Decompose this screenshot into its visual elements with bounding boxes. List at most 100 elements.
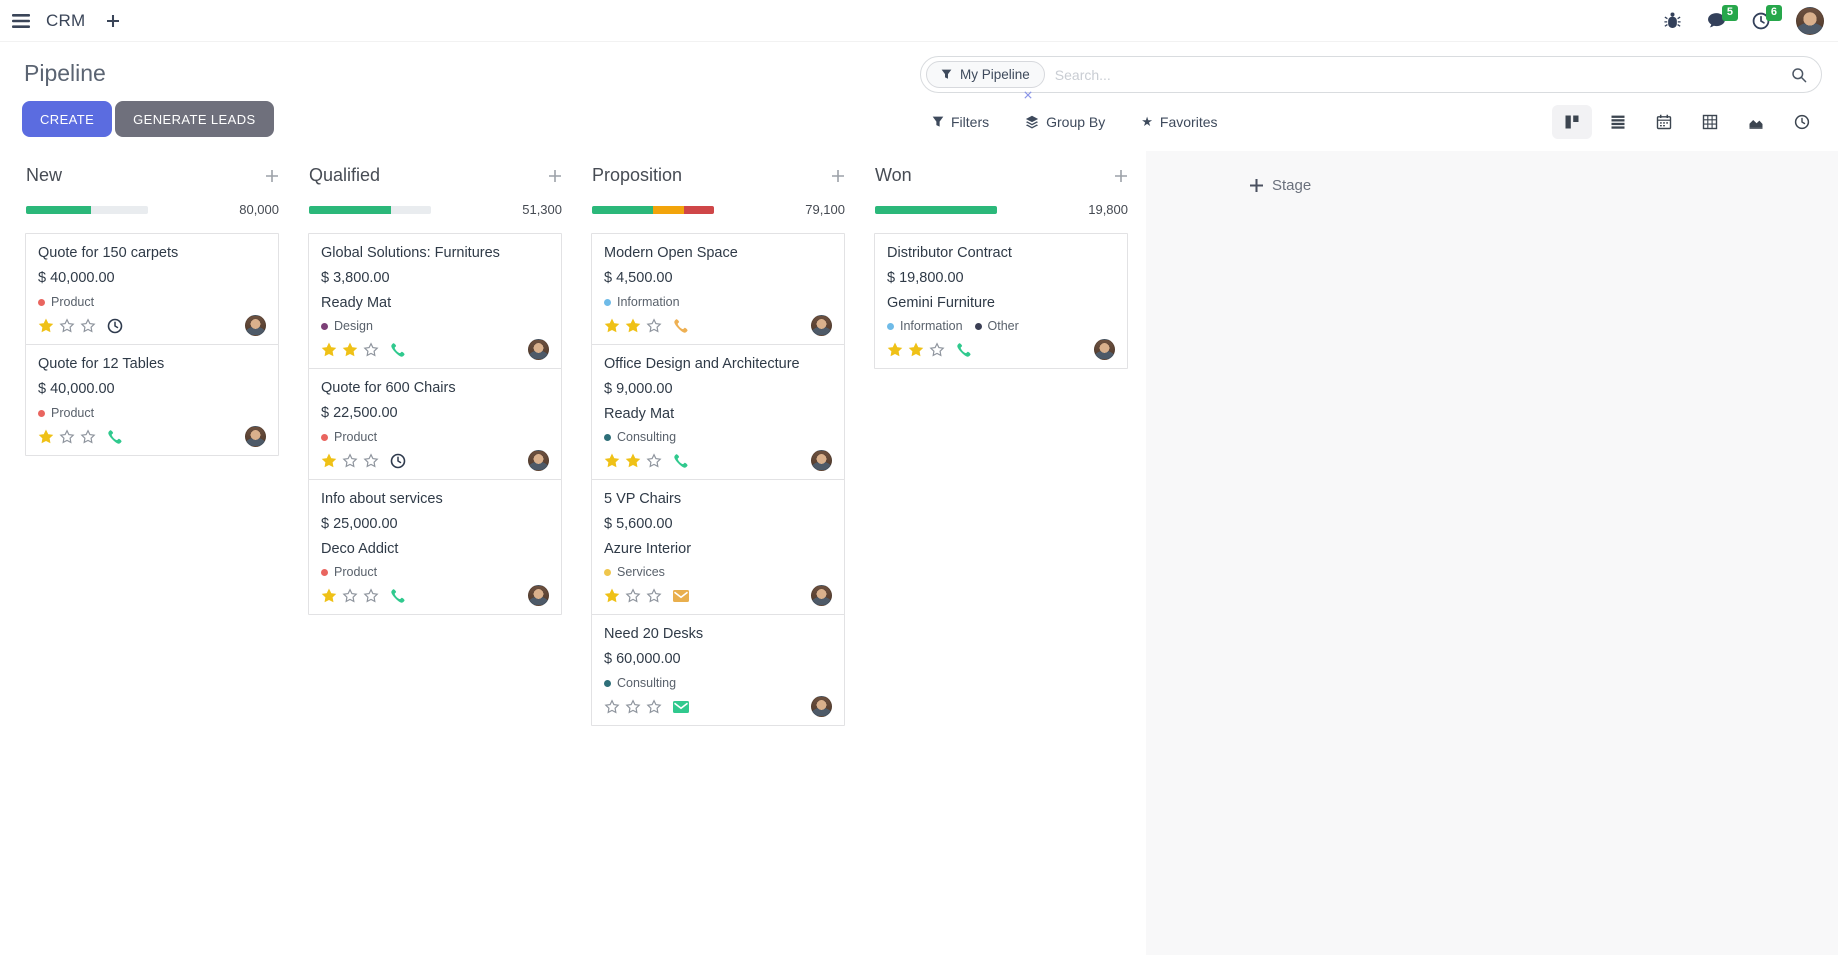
priority-star[interactable] bbox=[604, 588, 620, 604]
column-add-icon[interactable] bbox=[831, 169, 845, 183]
card-priority-stars[interactable] bbox=[38, 428, 96, 445]
card-priority-stars[interactable] bbox=[321, 452, 379, 469]
user-avatar[interactable] bbox=[1796, 6, 1824, 35]
envelope-icon[interactable] bbox=[673, 700, 689, 713]
progress-segment[interactable] bbox=[26, 205, 91, 214]
graph-view-button[interactable] bbox=[1736, 105, 1776, 139]
column-progressbar[interactable] bbox=[875, 205, 997, 214]
activity-view-button[interactable] bbox=[1782, 105, 1822, 139]
create-button[interactable]: CREATE bbox=[22, 101, 113, 137]
priority-star[interactable] bbox=[363, 452, 379, 469]
progress-segment[interactable] bbox=[653, 205, 684, 214]
kanban-card[interactable]: 5 VP Chairs $ 5,600.00 Azure Interior Se… bbox=[591, 479, 845, 615]
priority-star[interactable] bbox=[604, 453, 620, 469]
app-name[interactable]: CRM bbox=[46, 10, 86, 30]
priority-star[interactable] bbox=[887, 342, 903, 358]
column-title[interactable]: Proposition bbox=[592, 165, 683, 185]
activities-clock-icon[interactable]: 6 bbox=[1752, 4, 1782, 30]
priority-star[interactable] bbox=[38, 318, 54, 334]
add-stage-button[interactable]: Stage bbox=[1250, 177, 1311, 194]
phone-icon[interactable] bbox=[673, 318, 689, 334]
kanban-card[interactable]: Quote for 12 Tables $ 40,000.00 Product bbox=[25, 344, 279, 456]
priority-star[interactable] bbox=[625, 587, 641, 604]
progress-segment[interactable] bbox=[875, 205, 997, 214]
search-icon[interactable] bbox=[1791, 67, 1807, 83]
kanban-card[interactable]: Quote for 150 carpets $ 40,000.00 Produc… bbox=[25, 233, 279, 345]
progress-segment[interactable] bbox=[592, 205, 653, 214]
priority-star[interactable] bbox=[646, 698, 662, 715]
priority-star[interactable] bbox=[38, 429, 54, 445]
phone-icon[interactable] bbox=[107, 429, 123, 445]
card-priority-stars[interactable] bbox=[321, 587, 379, 604]
card-priority-stars[interactable] bbox=[38, 317, 96, 334]
apps-menu-icon[interactable] bbox=[12, 13, 30, 28]
priority-star[interactable] bbox=[625, 318, 641, 334]
priority-star[interactable] bbox=[646, 452, 662, 469]
priority-star[interactable] bbox=[321, 342, 337, 358]
clock-icon[interactable] bbox=[107, 318, 123, 334]
column-add-icon[interactable] bbox=[265, 169, 279, 183]
kanban-card[interactable]: Quote for 600 Chairs $ 22,500.00 Product bbox=[308, 368, 562, 480]
column-add-icon[interactable] bbox=[1114, 169, 1128, 183]
search-input[interactable] bbox=[1044, 66, 1791, 83]
kanban-card[interactable]: Need 20 Desks $ 60,000.00 Consulting bbox=[591, 614, 845, 726]
progress-segment[interactable] bbox=[683, 205, 714, 214]
priority-star[interactable] bbox=[80, 428, 96, 445]
kanban-card[interactable]: Info about services $ 25,000.00 Deco Add… bbox=[308, 479, 562, 615]
search-bar[interactable]: My Pipeline bbox=[920, 56, 1822, 99]
column-add-icon[interactable] bbox=[548, 169, 562, 183]
phone-icon[interactable] bbox=[673, 453, 689, 469]
column-title[interactable]: Qualified bbox=[309, 165, 381, 185]
column-progressbar[interactable] bbox=[309, 205, 431, 214]
priority-star[interactable] bbox=[80, 317, 96, 334]
priority-star[interactable] bbox=[363, 341, 379, 358]
kanban-card[interactable]: Distributor Contract $ 19,800.00 Gemini … bbox=[874, 233, 1128, 369]
favorites-button[interactable]: ★ Favorites bbox=[1141, 114, 1217, 130]
filters-button[interactable]: Filters bbox=[932, 114, 989, 130]
phone-icon[interactable] bbox=[390, 588, 406, 604]
column-title[interactable]: Won bbox=[875, 165, 912, 185]
list-view-button[interactable] bbox=[1598, 105, 1638, 139]
facet-remove-icon[interactable] bbox=[1024, 91, 1032, 99]
priority-star[interactable] bbox=[321, 453, 337, 469]
clock-icon[interactable] bbox=[390, 453, 406, 469]
priority-star[interactable] bbox=[625, 453, 641, 469]
priority-star[interactable] bbox=[59, 317, 75, 334]
column-progressbar[interactable] bbox=[592, 205, 714, 214]
kanban-view-button[interactable] bbox=[1552, 105, 1592, 139]
priority-star[interactable] bbox=[604, 698, 620, 715]
search-facet[interactable]: My Pipeline bbox=[926, 61, 1045, 99]
phone-icon[interactable] bbox=[390, 342, 406, 358]
priority-star[interactable] bbox=[625, 698, 641, 715]
messages-icon[interactable]: 5 bbox=[1707, 5, 1738, 29]
priority-star[interactable] bbox=[929, 341, 945, 358]
phone-icon[interactable] bbox=[956, 342, 972, 358]
priority-star[interactable] bbox=[342, 342, 358, 358]
column-title[interactable]: New bbox=[26, 165, 63, 185]
kanban-card[interactable]: Office Design and Architecture $ 9,000.0… bbox=[591, 344, 845, 480]
group-by-button[interactable]: Group By bbox=[1025, 114, 1105, 130]
envelope-icon[interactable] bbox=[673, 589, 689, 602]
kanban-card[interactable]: Global Solutions: Furnitures $ 3,800.00 … bbox=[308, 233, 562, 369]
priority-star[interactable] bbox=[342, 587, 358, 604]
priority-star[interactable] bbox=[59, 428, 75, 445]
debug-bug-icon[interactable] bbox=[1664, 12, 1681, 29]
generate-leads-button[interactable]: GENERATE LEADS bbox=[115, 101, 274, 137]
card-priority-stars[interactable] bbox=[887, 341, 945, 358]
priority-star[interactable] bbox=[908, 342, 924, 358]
priority-star[interactable] bbox=[646, 317, 662, 334]
priority-star[interactable] bbox=[321, 588, 337, 604]
card-priority-stars[interactable] bbox=[321, 341, 379, 358]
pivot-view-button[interactable] bbox=[1690, 105, 1730, 139]
card-priority-stars[interactable] bbox=[604, 698, 662, 715]
new-window-plus-icon[interactable] bbox=[107, 14, 120, 27]
card-priority-stars[interactable] bbox=[604, 587, 662, 604]
priority-star[interactable] bbox=[342, 452, 358, 469]
card-priority-stars[interactable] bbox=[604, 317, 662, 334]
card-priority-stars[interactable] bbox=[604, 452, 662, 469]
priority-star[interactable] bbox=[646, 587, 662, 604]
kanban-card[interactable]: Modern Open Space $ 4,500.00 Information bbox=[591, 233, 845, 345]
progress-segment[interactable] bbox=[309, 205, 391, 214]
column-progressbar[interactable] bbox=[26, 205, 148, 214]
priority-star[interactable] bbox=[604, 318, 620, 334]
